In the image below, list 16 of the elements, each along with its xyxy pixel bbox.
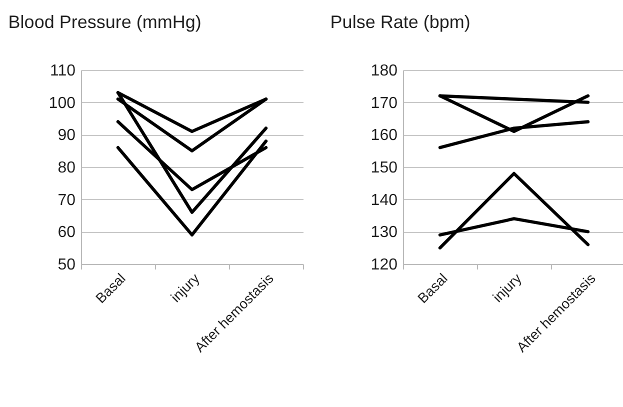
y-tick-label: 110 (50, 62, 76, 80)
chart-title: Pulse Rate (bpm) (330, 12, 470, 32)
chart-title: Blood Pressure (mmHg) (8, 12, 202, 32)
y-tick-label: 180 (370, 62, 398, 80)
y-tick-label: 160 (370, 127, 398, 144)
y-tick-label: 150 (370, 160, 398, 176)
y-tick-label: 60 (58, 224, 76, 242)
y-tick-label: 140 (370, 192, 398, 209)
y-tick-label: 120 (370, 256, 398, 274)
y-tick-label: 80 (58, 160, 76, 176)
y-tick-label: 130 (370, 224, 398, 242)
y-tick-label: 170 (370, 94, 398, 112)
y-tick-label: 90 (58, 127, 76, 144)
y-tick-label: 70 (58, 192, 76, 209)
y-tick-label: 50 (58, 256, 76, 274)
y-tick-label: 100 (48, 94, 76, 112)
